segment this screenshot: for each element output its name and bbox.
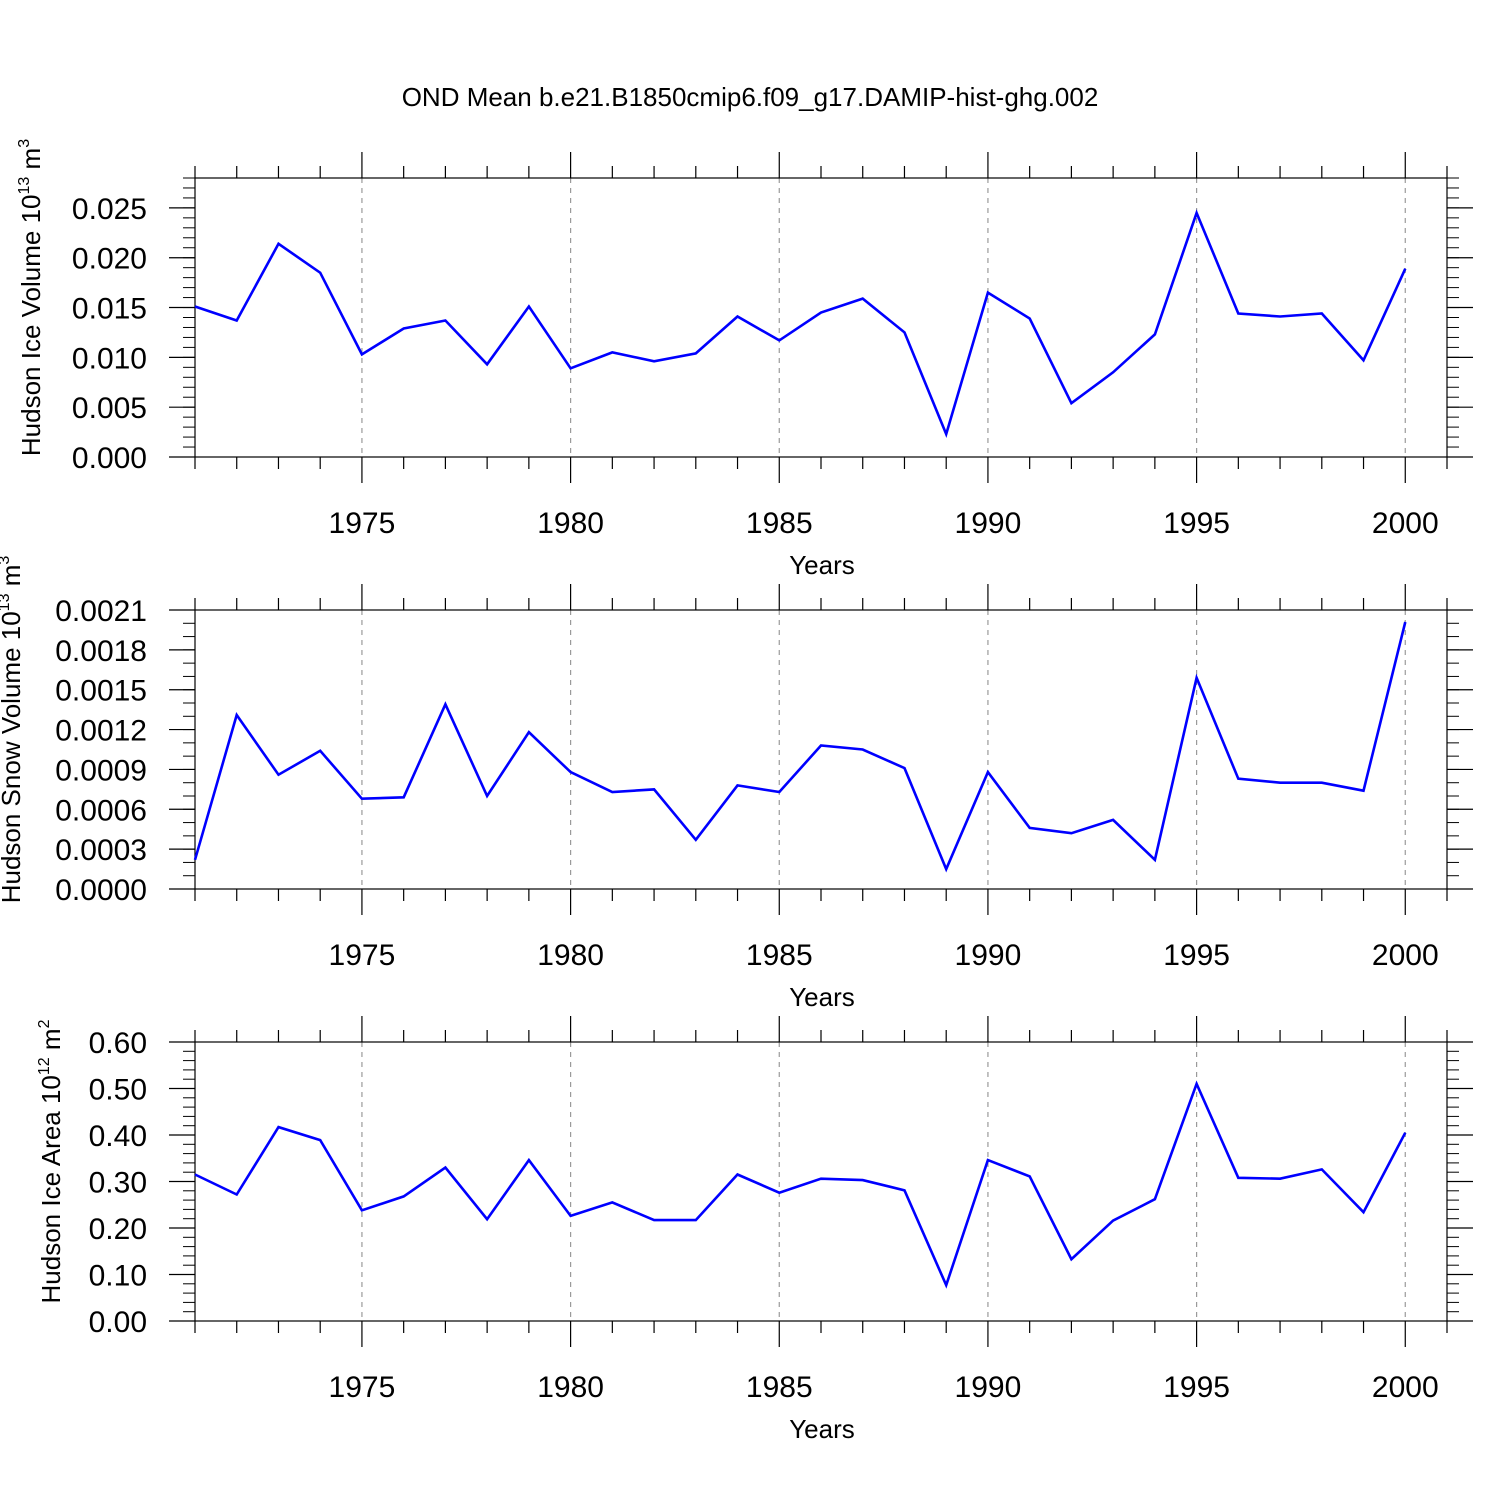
y-tick-label: 0.0021 [55,595,147,628]
y-tick-label: 0.0006 [55,794,147,827]
y-tick-label: 0.30 [89,1167,147,1200]
x-tick-label: 1990 [955,939,1022,972]
x-axis-label: Years [789,982,855,1012]
x-tick-label: 1980 [537,1371,604,1404]
x-tick-label: 1995 [1163,939,1230,972]
series-line [194,209,1407,439]
y-tick-label: 0.40 [89,1120,147,1153]
x-tick-label: 2000 [1372,939,1439,972]
x-tick-label: 1975 [329,507,396,540]
y-tick-label: 0.0009 [55,754,147,787]
y-tick-label: 0.0015 [55,675,147,708]
snow-volume-panel: 0.0000 0.0003 0.0006 0.0009 0.0012 0.0015 0.00… [0,556,1473,1012]
x-tick-label: 1975 [329,939,396,972]
figure-title: OND Mean b.e21.B1850cmip6.f09_g17.DAMIP-… [402,82,1099,112]
x-tick-label: 1985 [746,1371,813,1404]
y-axis-label: Hudson Ice Area 1012 m2 [36,1019,66,1303]
x-axis-label: Years [789,1414,855,1444]
ice-volume-panel: 0.000 0.005 0.010 0.015 0.020 0.025 1975 1980 19… [16,139,1473,580]
y-tick-label: 0.10 [89,1260,147,1293]
y-tick-label: 0.000 [72,442,147,475]
y-tick-label: 0.0018 [55,635,147,668]
x-axis-label: Years [789,550,855,580]
x-tick-label: 2000 [1372,1371,1439,1404]
y-tick-label: 0.010 [72,342,147,375]
series-line [193,621,1407,873]
plot-frame [194,177,1448,458]
y-tick-label: 0.015 [72,293,147,326]
y-tick-label: 0.50 [89,1074,147,1107]
plot-frame [194,1041,1448,1322]
y-axis-label: Hudson Snow Volume 1013 m3 [0,556,26,904]
y-axis-label: Hudson Ice Volume 1013 m3 [16,139,46,456]
x-tick-label: 1980 [537,507,604,540]
y-tick-label: 0.0003 [55,834,147,867]
series-line [194,1080,1407,1289]
x-tick-label: 1995 [1163,507,1230,540]
ice-area-panel: 0.00 0.10 0.20 0.30 0.40 0.50 0.60 1975 1980 1985… [36,1016,1473,1444]
x-tick-label: 1995 [1163,1371,1230,1404]
x-tick-label: 1990 [955,1371,1022,1404]
x-tick-label: 1985 [746,507,813,540]
x-tick-label: 1975 [329,1371,396,1404]
y-tick-label: 0.020 [72,243,147,276]
y-tick-label: 0.00 [89,1306,147,1339]
x-tick-label: 1980 [537,939,604,972]
y-tick-label: 0.60 [89,1027,147,1060]
x-tick-label: 2000 [1372,507,1439,540]
plot-frame [194,609,1448,890]
y-tick-label: 0.005 [72,392,147,425]
x-tick-label: 1985 [746,939,813,972]
y-tick-label: 0.0000 [55,874,147,907]
x-tick-label: 1990 [955,507,1022,540]
y-tick-label: 0.0012 [55,715,147,748]
y-tick-label: 0.20 [89,1213,147,1246]
y-tick-label: 0.025 [72,193,147,226]
